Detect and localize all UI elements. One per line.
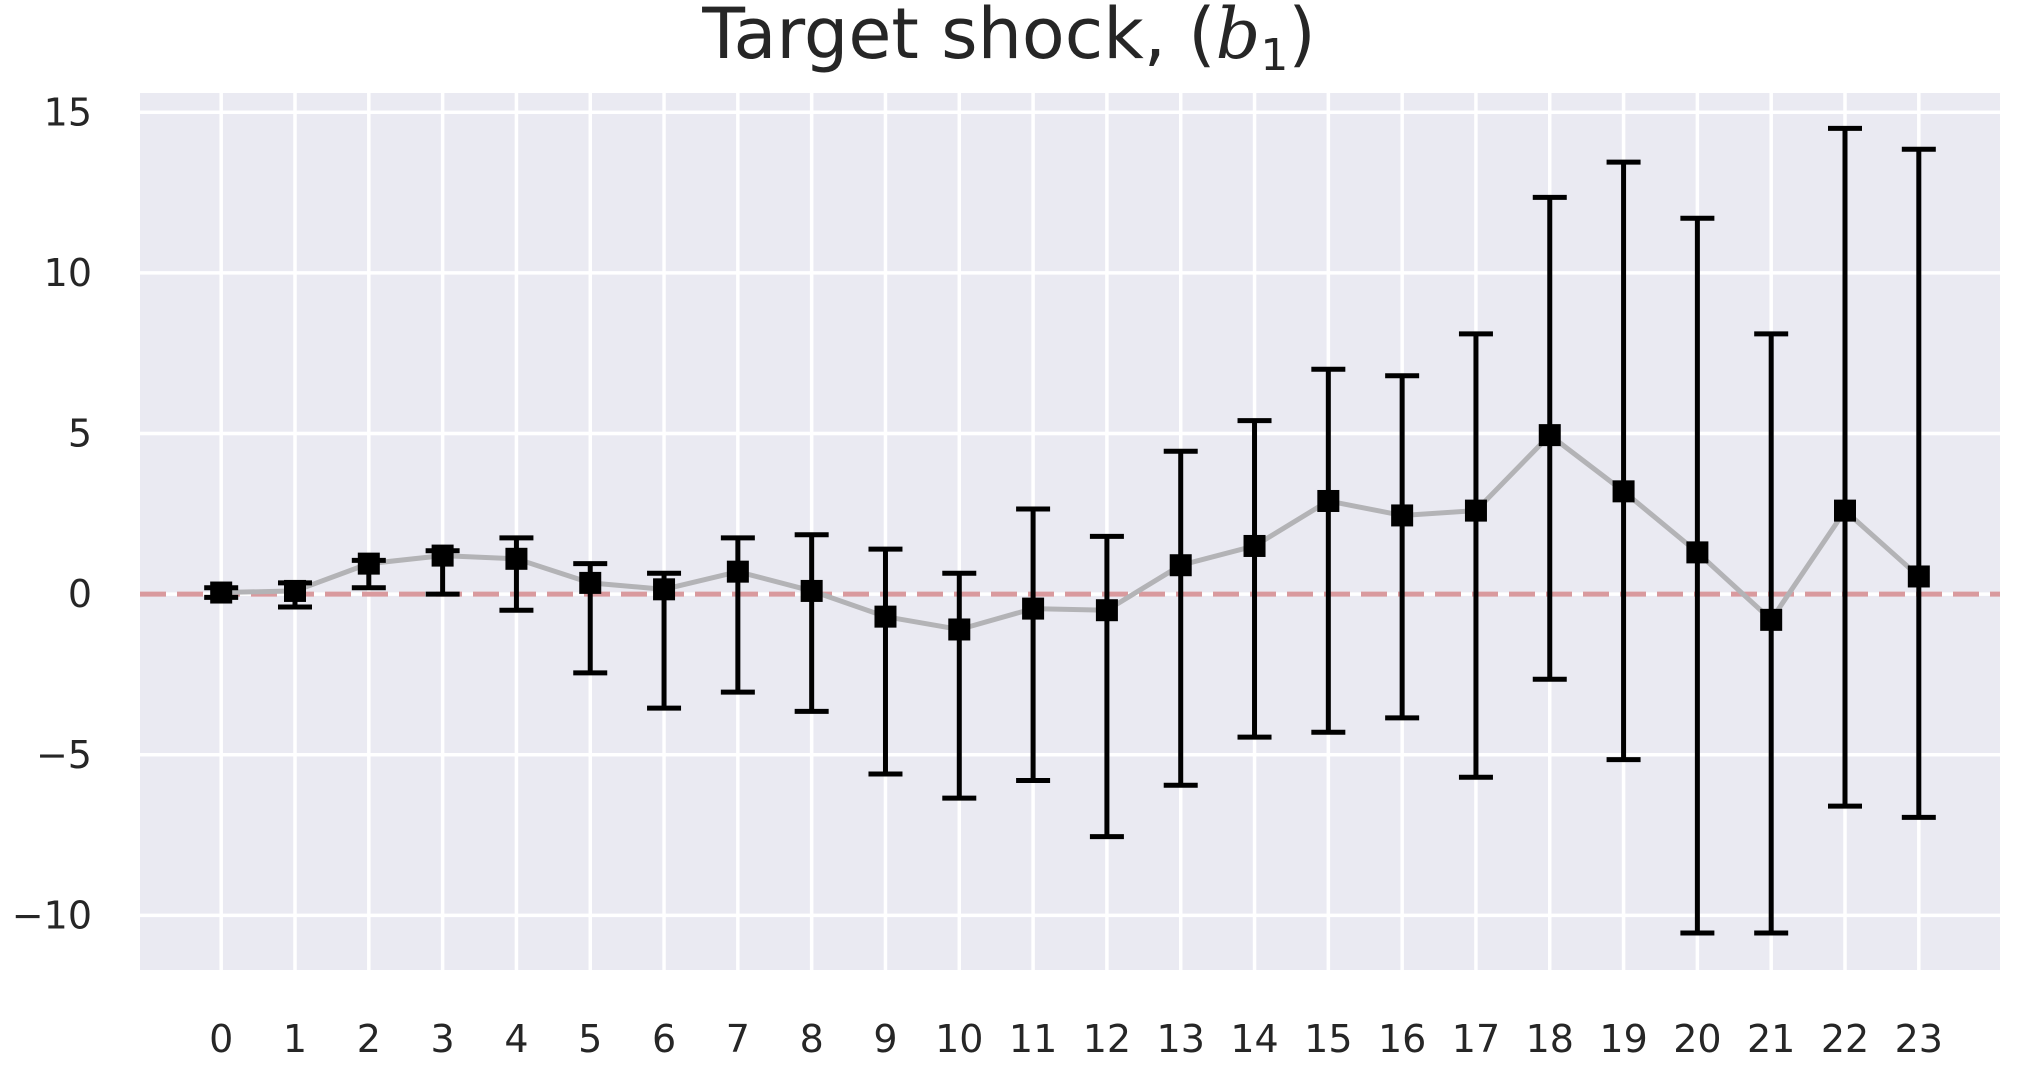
data-point [1834, 499, 1856, 522]
x-tick-label: 4 [504, 1017, 528, 1061]
data-point [1907, 565, 1930, 588]
chart-title-symbol: b [1216, 0, 1261, 75]
data-point [1464, 499, 1487, 522]
y-tick-label: 5 [68, 412, 92, 456]
chart-title: Target shock, (b1) [701, 0, 1315, 81]
plot-area [140, 93, 2000, 970]
x-tick-label: 23 [1895, 1017, 1943, 1061]
x-tick-label: 11 [1009, 1017, 1057, 1061]
x-tick-label: 14 [1230, 1017, 1278, 1061]
y-tick-label: 10 [44, 251, 92, 295]
data-point [1760, 608, 1783, 631]
data-point [653, 578, 676, 601]
x-tick-label: 3 [431, 1017, 455, 1061]
chart-title-close: ) [1288, 0, 1315, 75]
data-point [1022, 597, 1045, 620]
data-point [1391, 504, 1414, 527]
data-point [1095, 599, 1118, 622]
data-point [284, 579, 306, 602]
x-tick-label: 5 [578, 1017, 602, 1061]
x-tick-label: 22 [1821, 1017, 1869, 1061]
data-points [210, 424, 1930, 641]
x-tick-label: 12 [1083, 1017, 1131, 1061]
data-point [1686, 541, 1709, 564]
data-point [800, 579, 823, 602]
x-tick-label: 19 [1599, 1017, 1647, 1061]
y-tick-label: −10 [12, 893, 92, 937]
y-tick-label: 15 [44, 90, 92, 134]
data-point [210, 581, 233, 604]
data-point [1538, 424, 1561, 447]
x-tick-label: 17 [1452, 1017, 1500, 1061]
x-tick-label: 2 [357, 1017, 381, 1061]
y-tick-labels: −10 −5 0 5 10 15 [12, 90, 92, 937]
x-tick-label: 7 [726, 1017, 750, 1061]
data-point [1612, 480, 1635, 503]
data-point [874, 605, 897, 628]
data-point [1317, 489, 1340, 512]
chart-title-text: Target shock, ( [701, 0, 1215, 75]
x-tick-label: 18 [1526, 1017, 1574, 1061]
data-point [357, 552, 380, 575]
x-tick-label: 9 [873, 1017, 897, 1061]
x-tick-label: 16 [1378, 1017, 1426, 1061]
x-tick-label: 20 [1673, 1017, 1721, 1061]
data-point [948, 618, 971, 641]
trend-line [221, 431, 1921, 633]
x-tick-labels: 0 1 2 3 4 5 6 7 8 9 10 11 12 13 14 15 16 17 18 19 20 21 22 23 [209, 1017, 1943, 1061]
x-tick-label: 21 [1747, 1017, 1795, 1061]
x-tick-label: 10 [935, 1017, 983, 1061]
data-point [431, 544, 454, 567]
x-tick-label: 1 [283, 1017, 307, 1061]
data-point [579, 571, 602, 594]
x-tick-label: 0 [209, 1017, 233, 1061]
chart-title-subscript: 1 [1260, 30, 1288, 81]
x-tick-label: 13 [1157, 1017, 1205, 1061]
x-tick-label: 6 [652, 1017, 676, 1061]
data-point [505, 547, 528, 570]
data-point [726, 560, 749, 583]
y-tick-label: 0 [68, 572, 92, 616]
data-point [1243, 534, 1266, 557]
x-tick-label: 15 [1304, 1017, 1352, 1061]
x-tick-label: 8 [800, 1017, 824, 1061]
y-tick-label: −5 [36, 733, 92, 777]
series-line [221, 431, 1921, 633]
data-point [1169, 554, 1192, 577]
